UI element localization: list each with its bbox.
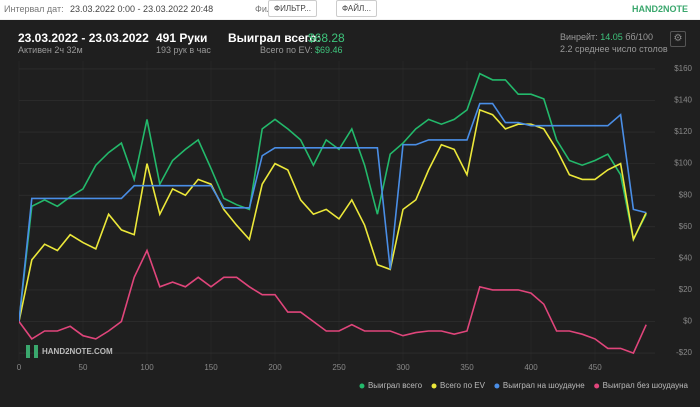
won-value: $68.28 (308, 31, 345, 45)
winrate-label: Винрейт: (560, 32, 598, 42)
x-tick-label: 150 (204, 363, 218, 372)
x-tick-label: 300 (396, 363, 410, 372)
filter-button-text: ФИЛЬТР... (274, 4, 311, 13)
legend: Выиграл без шоудауна Выиграл на шоудауне В… (359, 381, 689, 390)
legend-label: Выиграл всего (368, 381, 423, 390)
legend-label: Всего по EV (440, 381, 486, 390)
watermark-icon (34, 345, 38, 358)
x-tick-label: 200 (268, 363, 282, 372)
y-tick-label: $20 (679, 285, 693, 294)
y-tick-label: $140 (674, 96, 692, 105)
won-label: Выиграл всего: (228, 31, 321, 45)
legend-label: Выиграл на шоудауне (503, 381, 585, 390)
watermark: HAND2NOTE.COM (26, 345, 113, 358)
x-tick-label: 0 (17, 363, 22, 372)
series-line (19, 248, 647, 355)
y-tick-label: -$20 (676, 348, 693, 357)
winrate-value: 14.05 (600, 32, 623, 42)
ev-value: $69.46 (315, 45, 343, 55)
legend-swatch (494, 383, 500, 389)
winrate: Винрейт: 14.05 бб/100 (560, 32, 653, 42)
date-label: Интервал дат: (4, 4, 64, 14)
legend-swatch (431, 383, 437, 389)
y-tick-label: $120 (674, 127, 692, 136)
x-tick-label: 400 (524, 363, 538, 372)
legend-label: Выиграл без шоудауна (603, 381, 689, 390)
series-line (19, 72, 647, 322)
hands: 491 Руки (156, 31, 208, 45)
series-line (19, 102, 647, 322)
legend-swatch (594, 383, 600, 389)
y-tick-label: $80 (679, 190, 693, 199)
date-range[interactable]: 23.03.2022 0:00 - 23.03.2022 20:48 (70, 4, 214, 14)
plot-area (19, 61, 655, 361)
y-tick-label: $0 (683, 317, 692, 326)
logo: HAND2NOTE (632, 4, 689, 14)
file-button[interactable]: ФАЙЛ... (336, 0, 377, 17)
watermark-icon (26, 345, 30, 358)
x-tick-label: 250 (332, 363, 346, 372)
tables: 2.2 среднее число столов (560, 44, 668, 54)
toolbar: Интервал дат: 23.03.2022 0:00 - 23.03.20… (0, 0, 700, 19)
series-line (19, 108, 647, 322)
watermark-text: HAND2NOTE.COM (42, 347, 113, 356)
hands-per-hour: 193 рук в час (156, 45, 211, 55)
legend-swatch (359, 383, 365, 389)
filter-button[interactable]: ФИЛЬТР... (268, 0, 317, 17)
file-button-text: ФАЙЛ... (342, 4, 371, 13)
period: 23.03.2022 - 23.03.2022 (18, 31, 149, 45)
x-tick-label: 50 (79, 363, 88, 372)
active-time: Активен 2ч 32м (18, 45, 83, 55)
ev-label: Всего по EV: (260, 45, 313, 55)
x-tick-label: 100 (140, 363, 154, 372)
y-tick-label: $160 (674, 64, 692, 73)
settings-button[interactable]: ⚙ (670, 31, 686, 47)
y-tick-label: $100 (674, 159, 692, 168)
winrate-unit: бб/100 (625, 32, 654, 42)
y-tick-label: $40 (679, 253, 693, 262)
x-tick-label: 350 (460, 363, 474, 372)
y-tick-label: $60 (679, 222, 693, 231)
x-tick-label: 450 (588, 363, 602, 372)
